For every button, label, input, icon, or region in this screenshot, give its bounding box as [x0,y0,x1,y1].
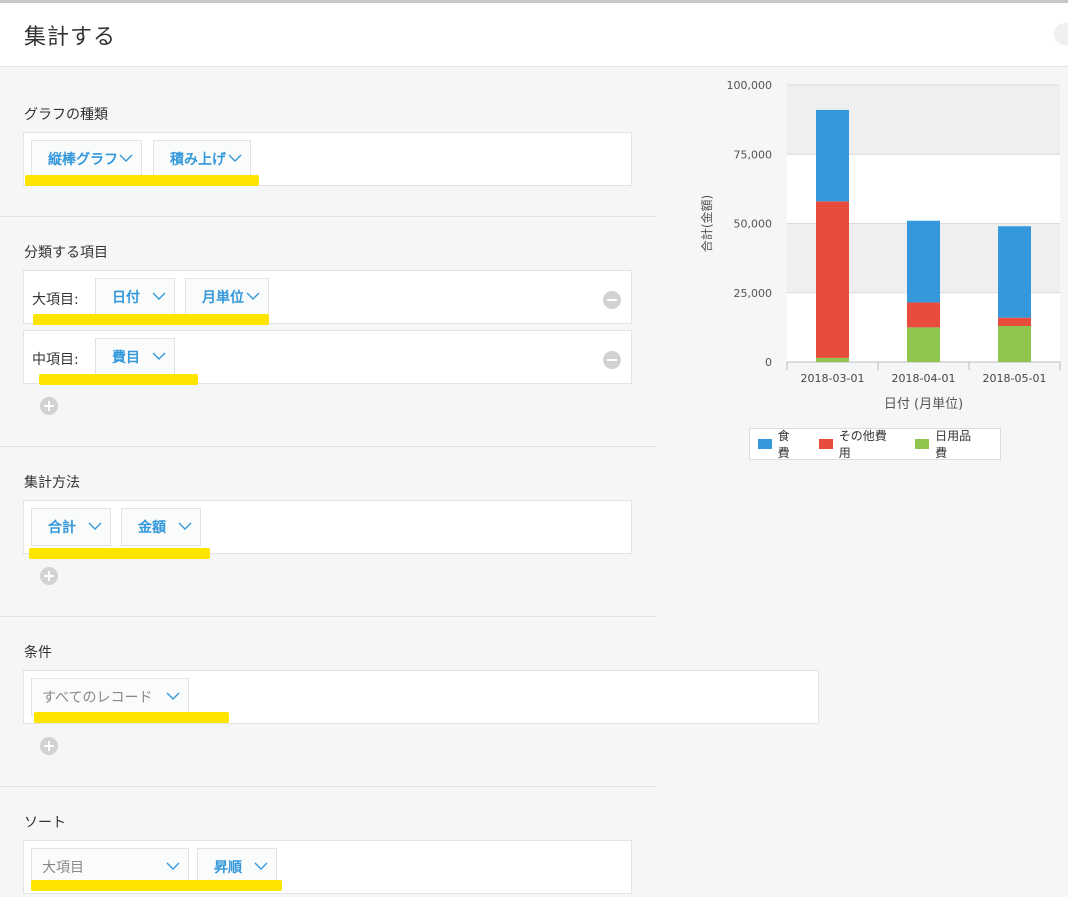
x-tick-label: 2018-03-01 [801,372,865,385]
stacking-dropdown[interactable]: 積み上げ [153,140,251,178]
chevron-down-icon [178,521,192,531]
legend-item[interactable]: 日用品費 [915,427,982,461]
bar-segment [816,357,849,362]
minor-field-dropdown[interactable]: 費目 [95,338,175,376]
aggregate-func-dropdown[interactable]: 合計 [31,508,111,546]
y-tick-label: 50,000 [734,218,773,231]
classify-label: 分類する項目 [24,245,108,261]
aggregate-field-value: 金額 [138,520,166,536]
major-unit-dropdown[interactable]: 月単位 [185,278,269,316]
graph-type-label: グラフの種類 [24,107,108,123]
x-tick-label: 2018-04-01 [892,372,956,385]
add-classify-item-icon[interactable] [40,397,58,415]
aggregate-box: 合計 金額 [23,500,632,554]
y-tick-label: 100,000 [727,79,773,92]
window-top-border [0,0,1068,3]
chevron-down-icon [166,861,180,871]
chart-kind-value: 縦棒グラフ [48,152,118,168]
page-title: 集計する [24,25,117,50]
bar-segment [907,220,940,303]
sort-order-dropdown[interactable]: 昇順 [197,848,277,886]
remove-major-item-icon[interactable] [603,291,621,309]
highlight-marker [25,175,259,186]
highlight-marker [31,880,282,891]
chevron-down-icon [246,291,260,301]
major-item-label: 大項目: [32,292,79,308]
y-axis-title: 合計(金額) [699,195,714,252]
highlight-marker [34,712,229,723]
bar-segment [907,302,940,328]
chevron-down-icon [152,351,166,361]
aggregate-func-value: 合計 [48,520,76,536]
chevron-down-icon [152,291,166,301]
page-header: 集計する [0,3,1068,67]
chart-legend: 食費 その他費用 日用品費 [749,428,1001,460]
condition-value: すべてのレコード [42,690,153,706]
legend-swatch [819,439,833,449]
stacking-value: 積み上げ [170,152,226,168]
add-condition-icon[interactable] [40,737,58,755]
legend-swatch [758,439,772,449]
add-aggregate-icon[interactable] [40,567,58,585]
bar-segment [907,327,940,362]
chevron-down-icon [119,153,133,163]
minor-field-value: 費目 [112,350,140,366]
highlight-marker [39,374,198,385]
y-tick-label: 75,000 [734,148,773,161]
bar-segment [998,226,1031,318]
minor-item-label: 中項目: [32,352,79,368]
legend-item[interactable]: その他費用 [819,427,897,461]
section-divider [0,786,656,787]
y-tick-label: 25,000 [734,287,773,300]
section-divider [0,446,656,447]
condition-label: 条件 [24,645,52,661]
major-item-row: 大項目: 日付 月単位 [23,270,632,324]
sort-key-value: 大項目 [42,860,84,876]
chart-kind-dropdown[interactable]: 縦棒グラフ [31,140,142,178]
sort-order-value: 昇順 [214,860,242,876]
bar-segment [998,317,1031,326]
chart-svg: 0 25,000 50,000 75,000 100,000 2018-03-01 2018… [680,68,1068,478]
legend-label: 食費 [777,429,790,460]
bar-segment [816,109,849,202]
legend-label: 日用品費 [935,429,972,460]
chevron-down-icon [228,153,242,163]
chevron-down-icon [88,521,102,531]
chevron-down-icon [166,691,180,701]
condition-dropdown[interactable]: すべてのレコード [31,678,189,716]
sort-label: ソート [24,815,66,831]
highlight-marker [33,314,269,325]
legend-item[interactable]: 食費 [758,427,801,461]
legend-label: その他費用 [838,429,887,460]
x-tick-label: 2018-05-01 [983,372,1047,385]
section-divider [0,216,656,217]
aggregate-label: 集計方法 [24,475,80,491]
major-unit-value: 月単位 [202,290,244,306]
header-scroll-knob[interactable] [1054,23,1068,45]
section-divider [0,616,656,617]
sort-key-dropdown[interactable]: 大項目 [31,848,189,886]
sort-box: 大項目 昇順 [23,840,632,894]
y-tick-label: 0 [765,356,772,369]
highlight-marker [29,548,210,559]
bar-segment [816,201,849,358]
bar-segment [998,325,1031,362]
stacked-bar-chart: 0 25,000 50,000 75,000 100,000 2018-03-01 2018… [680,68,1068,478]
major-field-value: 日付 [112,290,140,306]
x-axis-title: 日付 (月単位) [884,396,963,412]
chevron-down-icon [254,861,268,871]
remove-minor-item-icon[interactable] [603,351,621,369]
major-field-dropdown[interactable]: 日付 [95,278,175,316]
legend-swatch [915,439,930,449]
aggregate-field-dropdown[interactable]: 金額 [121,508,201,546]
